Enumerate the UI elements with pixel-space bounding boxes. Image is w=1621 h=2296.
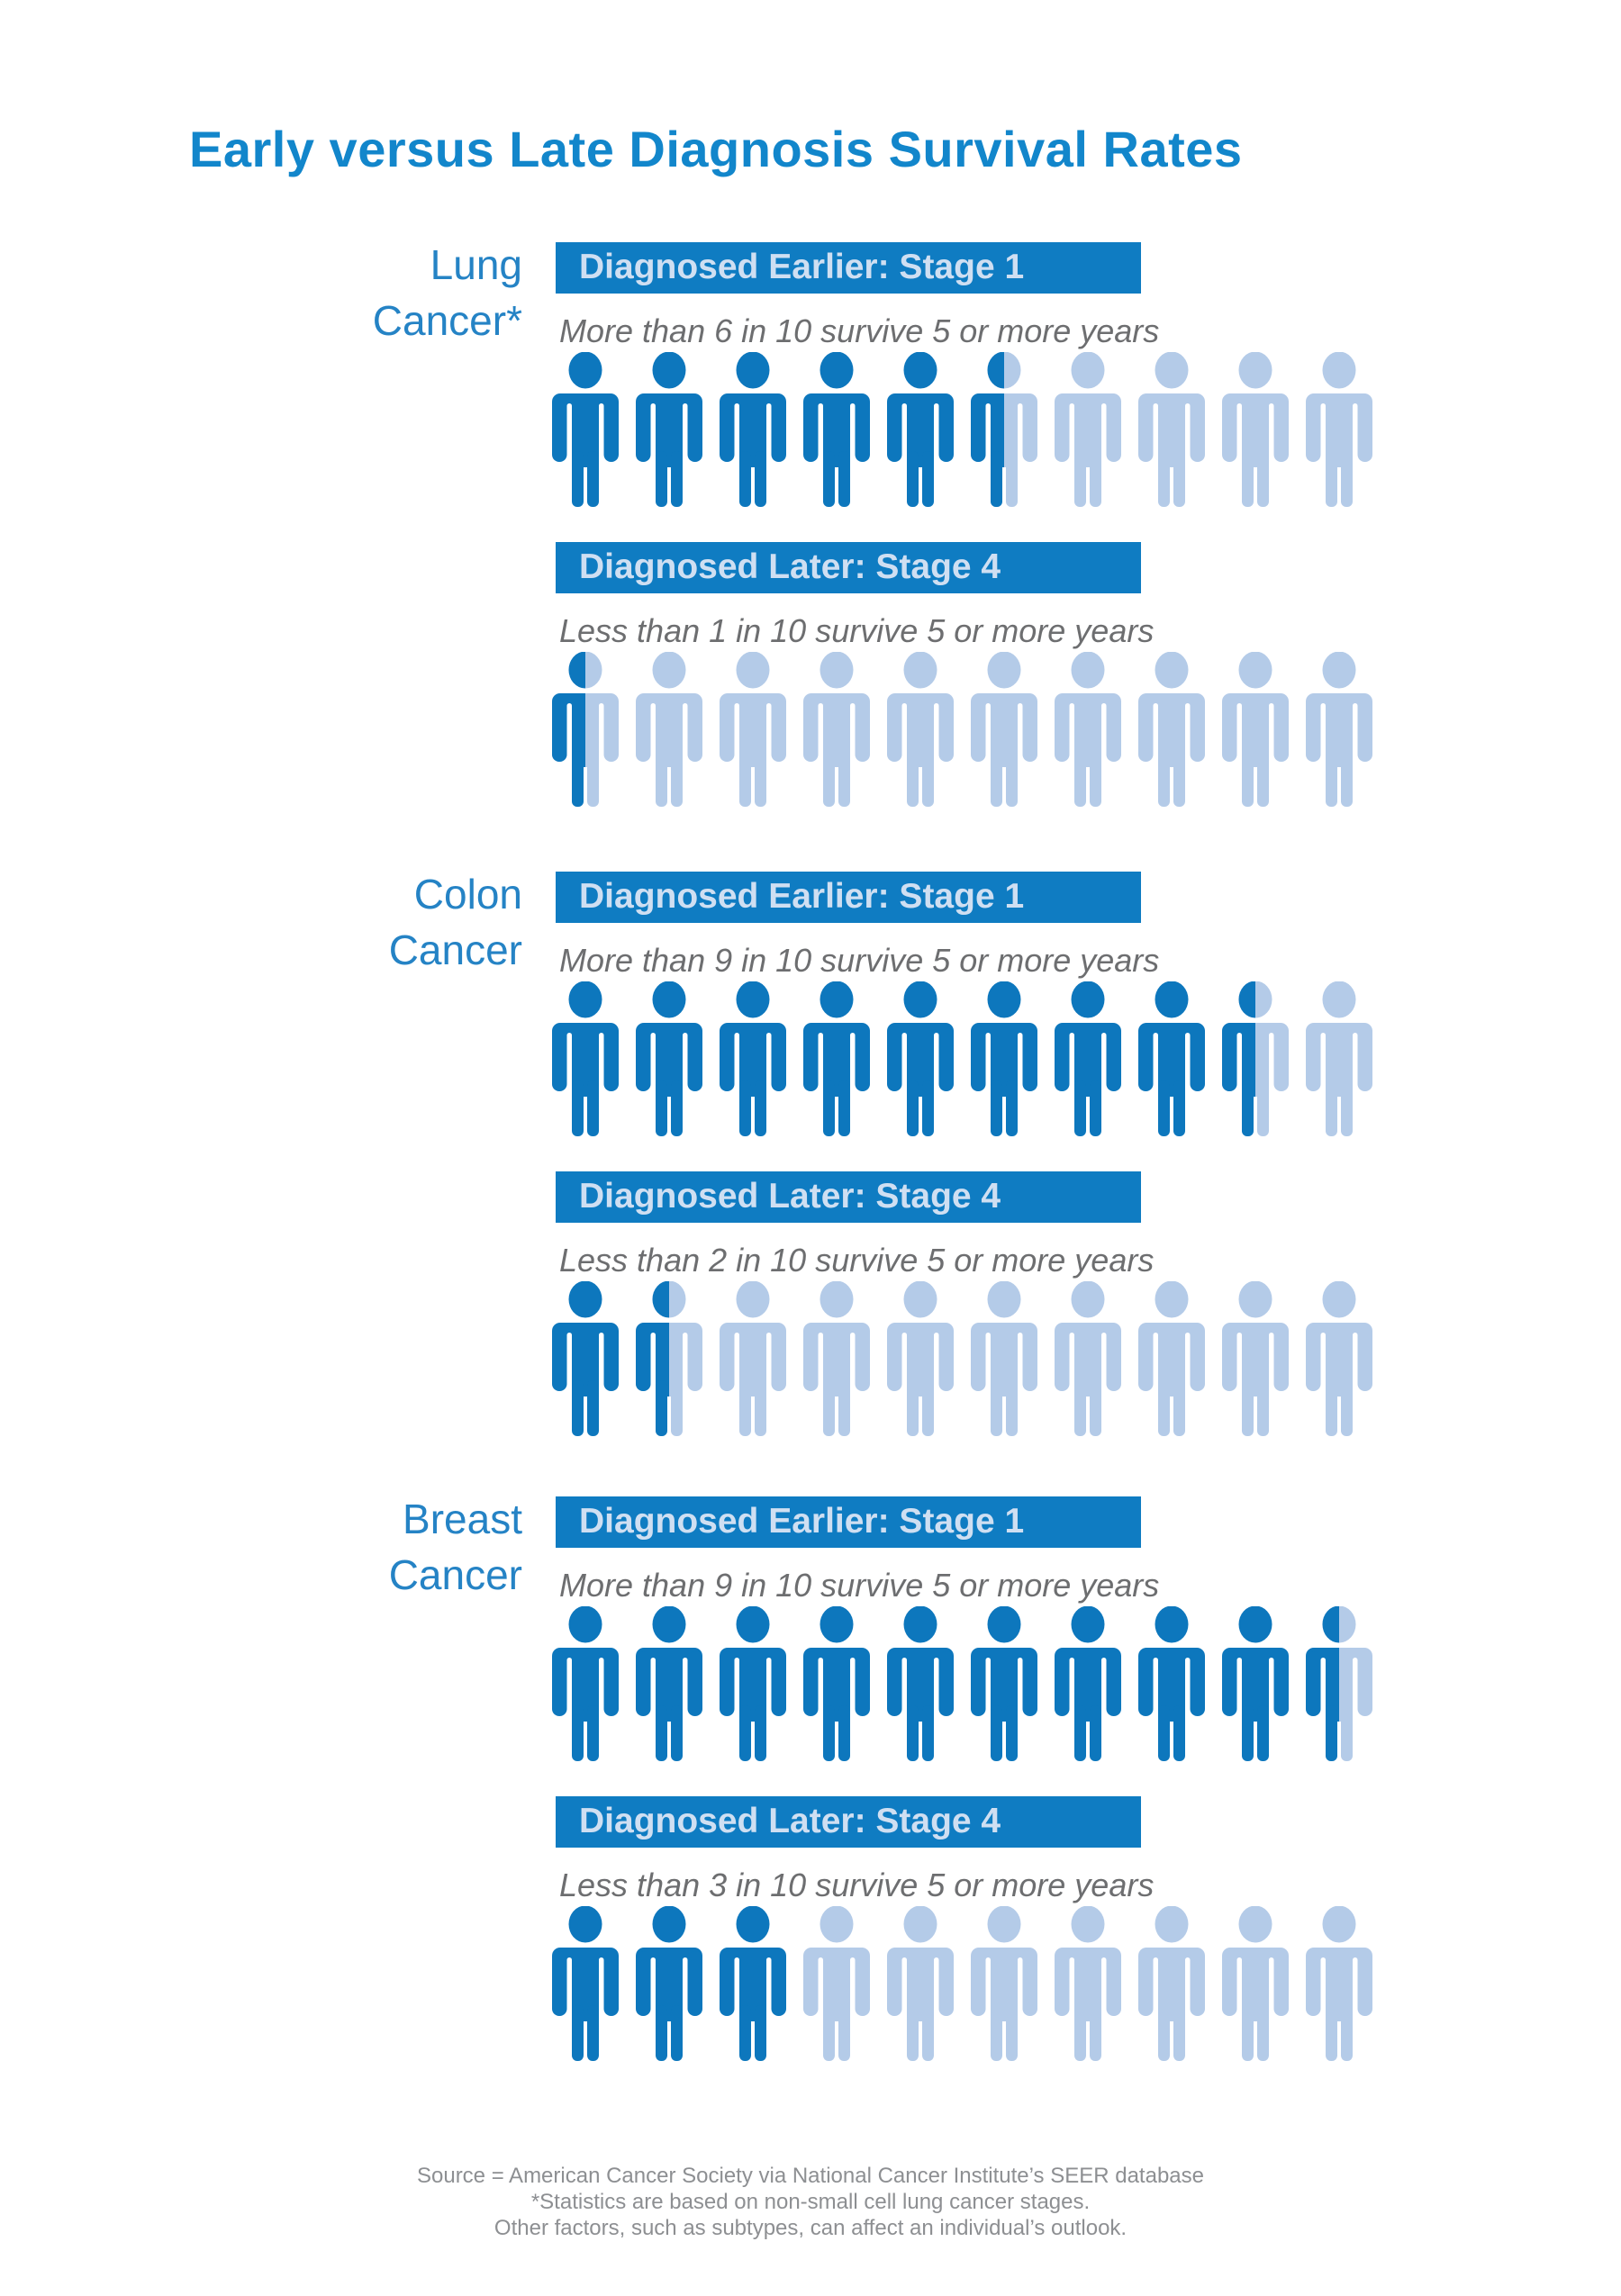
person-icon-not-survived (969, 1281, 1039, 1436)
stage-later-header-bar: Diagnosed Later: Stage 4 (556, 1171, 1141, 1223)
stage-later-header-bar: Diagnosed Later: Stage 4 (556, 542, 1141, 593)
person-icon-not-survived (801, 652, 872, 807)
person-icon-survived (718, 981, 788, 1136)
person-icon-half-fill (969, 352, 1004, 507)
person-icon-half-survived (634, 1281, 704, 1436)
person-icon-half-survived (550, 652, 620, 807)
person-icon-not-survived (1053, 652, 1123, 807)
section-label-line: Cancer (388, 1551, 522, 1598)
person-icon-not-survived (969, 1906, 1039, 2061)
person-icon-survived (634, 352, 704, 507)
footer-source-line: Source = American Cancer Society via Nat… (416, 2164, 1204, 2188)
person-icon-survived (1137, 1606, 1207, 1761)
person-icon-not-survived (1304, 652, 1374, 807)
person-icon-survived (885, 352, 955, 507)
stage-subtitle: More than 9 in 10 survive 5 or more year… (559, 942, 1160, 979)
person-icon-survived (718, 352, 788, 507)
section-label-line: Lung (430, 241, 522, 288)
person-icon-survived (718, 1606, 788, 1761)
person-icon-survived (634, 981, 704, 1136)
stage-subtitle: More than 9 in 10 survive 5 or more year… (559, 1567, 1160, 1604)
person-icon-half-survived (969, 352, 1039, 507)
person-icon-not-survived (1304, 352, 1374, 507)
person-icon-not-survived (1137, 1906, 1207, 2061)
person-icon-half-fill (634, 1281, 669, 1436)
person-icon-survived (801, 352, 872, 507)
footer-disclaimer-line: Other factors, such as subtypes, can aff… (494, 2216, 1127, 2240)
person-icon-not-survived (1220, 1906, 1290, 2061)
person-icon-survived (969, 981, 1039, 1136)
person-icon-not-survived (1137, 652, 1207, 807)
person-icon-not-survived (634, 652, 704, 807)
stage-earlier-header-bar: Diagnosed Earlier: Stage 1 (556, 242, 1141, 294)
section-label: Breast Cancer (144, 1491, 522, 1603)
person-icon-not-survived (718, 1281, 788, 1436)
pictogram-row (550, 1906, 1374, 2061)
person-icon-not-survived (801, 1906, 872, 2061)
person-icon-survived (634, 1606, 704, 1761)
person-icon-survived (1053, 1606, 1123, 1761)
person-icon-half-fill (1304, 1606, 1339, 1761)
person-icon-not-survived (1137, 352, 1207, 507)
person-icon-half-fill (1220, 981, 1255, 1136)
person-icon-half-fill (550, 652, 585, 807)
footer: Source = American Cancer Society via Nat… (0, 2163, 1621, 2241)
person-icon-not-survived (1304, 1906, 1374, 2061)
person-icon-survived (1053, 981, 1123, 1136)
person-icon-half-survived (1304, 1606, 1374, 1761)
person-icon-not-survived (1137, 1281, 1207, 1436)
pictogram-row (550, 352, 1374, 507)
person-icon-survived (801, 1606, 872, 1761)
stage-later-header-bar: Diagnosed Later: Stage 4 (556, 1796, 1141, 1848)
person-icon-survived (550, 352, 620, 507)
person-icon-not-survived (1220, 652, 1290, 807)
person-icon-survived (550, 1606, 620, 1761)
person-icon-not-survived (1053, 1906, 1123, 2061)
person-icon-survived (634, 1906, 704, 2061)
stage-subtitle: More than 6 in 10 survive 5 or more year… (559, 312, 1160, 349)
person-icon-half-survived (1220, 981, 1290, 1136)
section-label: Colon Cancer (144, 866, 522, 978)
stage-subtitle: Less than 2 in 10 survive 5 or more year… (559, 1242, 1155, 1279)
person-icon-survived (1220, 1606, 1290, 1761)
person-icon-not-survived (1053, 352, 1123, 507)
stage-subtitle: Less than 1 in 10 survive 5 or more year… (559, 612, 1155, 649)
person-icon-survived (550, 1281, 620, 1436)
person-icon-survived (718, 1906, 788, 2061)
section-label: Lung Cancer* (144, 237, 522, 348)
person-icon-survived (550, 1906, 620, 2061)
person-icon-survived (1137, 981, 1207, 1136)
person-icon-survived (801, 981, 872, 1136)
stage-earlier-header-bar: Diagnosed Earlier: Stage 1 (556, 1496, 1141, 1548)
pictogram-row (550, 1606, 1374, 1761)
person-icon-not-survived (1220, 1281, 1290, 1436)
section-label-line: Cancer* (372, 297, 522, 344)
person-icon-not-survived (1304, 1281, 1374, 1436)
person-icon-not-survived (885, 652, 955, 807)
pictogram-row (550, 981, 1374, 1136)
person-icon-not-survived (969, 652, 1039, 807)
person-icon-survived (885, 1606, 955, 1761)
person-icon-not-survived (1220, 352, 1290, 507)
section-label-line: Colon (413, 871, 522, 917)
person-icon-not-survived (885, 1281, 955, 1436)
stage-subtitle: Less than 3 in 10 survive 5 or more year… (559, 1867, 1155, 1903)
stage-earlier-header-bar: Diagnosed Earlier: Stage 1 (556, 872, 1141, 923)
pictogram-row (550, 1281, 1374, 1436)
section-label-line: Cancer (388, 927, 522, 973)
person-icon-survived (969, 1606, 1039, 1761)
person-icon-survived (550, 981, 620, 1136)
page-title: Early versus Late Diagnosis Survival Rat… (189, 121, 1243, 177)
person-icon-not-survived (801, 1281, 872, 1436)
person-icon-survived (885, 981, 955, 1136)
pictogram-row (550, 652, 1374, 807)
person-icon-not-survived (1304, 981, 1374, 1136)
person-icon-not-survived (1053, 1281, 1123, 1436)
footer-note-line: *Statistics are based on non-small cell … (530, 2190, 1091, 2214)
person-icon-not-survived (718, 652, 788, 807)
person-icon-not-survived (885, 1906, 955, 2061)
section-label-line: Breast (403, 1496, 522, 1542)
